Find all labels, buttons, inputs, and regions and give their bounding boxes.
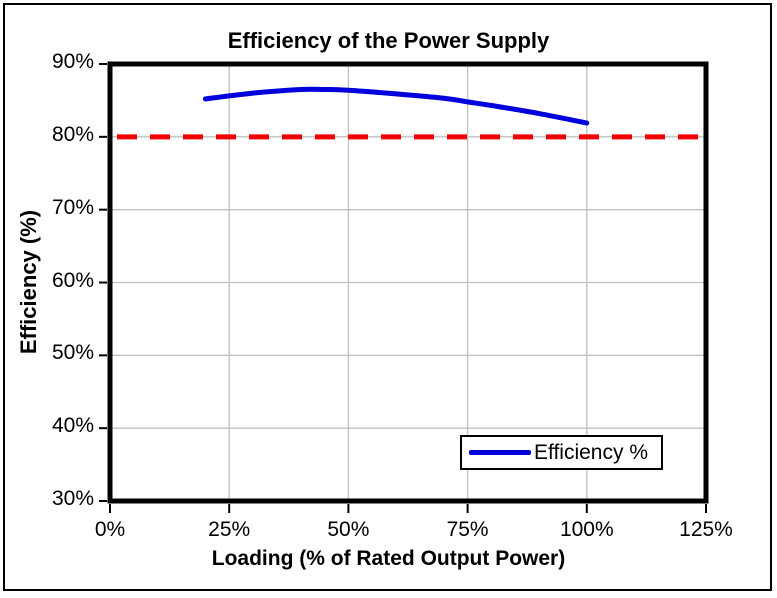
y-tick-label: 40% bbox=[51, 414, 94, 438]
x-tick-label: 25% bbox=[208, 518, 251, 541]
legend-line-swatch bbox=[469, 450, 531, 455]
y-tick-label: 30% bbox=[51, 487, 94, 510]
plot-border bbox=[107, 61, 709, 504]
y-tick-label: 60% bbox=[51, 268, 94, 292]
x-tick-label: 75% bbox=[446, 518, 489, 541]
y-tick-label: 50% bbox=[51, 341, 94, 365]
y-tick-label: 80% bbox=[51, 122, 94, 146]
y-axis-title: Efficiency (%) bbox=[16, 209, 41, 355]
y-tick-label: 90% bbox=[51, 50, 94, 73]
x-tick-label: 100% bbox=[559, 518, 614, 541]
x-tick-label: 0% bbox=[94, 518, 126, 541]
x-tick-label: 125% bbox=[679, 518, 733, 541]
efficiency-curve bbox=[202, 86, 590, 126]
x-tick-label: 50% bbox=[327, 518, 370, 541]
legend: Efficiency % bbox=[460, 435, 663, 470]
y-tick-label: 70% bbox=[51, 195, 94, 219]
x-axis-title: Loading (% of Rated Output Power) bbox=[211, 547, 566, 570]
chart-outer-border bbox=[3, 3, 772, 591]
legend-label: Efficiency % bbox=[534, 440, 648, 464]
chart-title: Efficiency of the Power Supply bbox=[227, 28, 550, 53]
